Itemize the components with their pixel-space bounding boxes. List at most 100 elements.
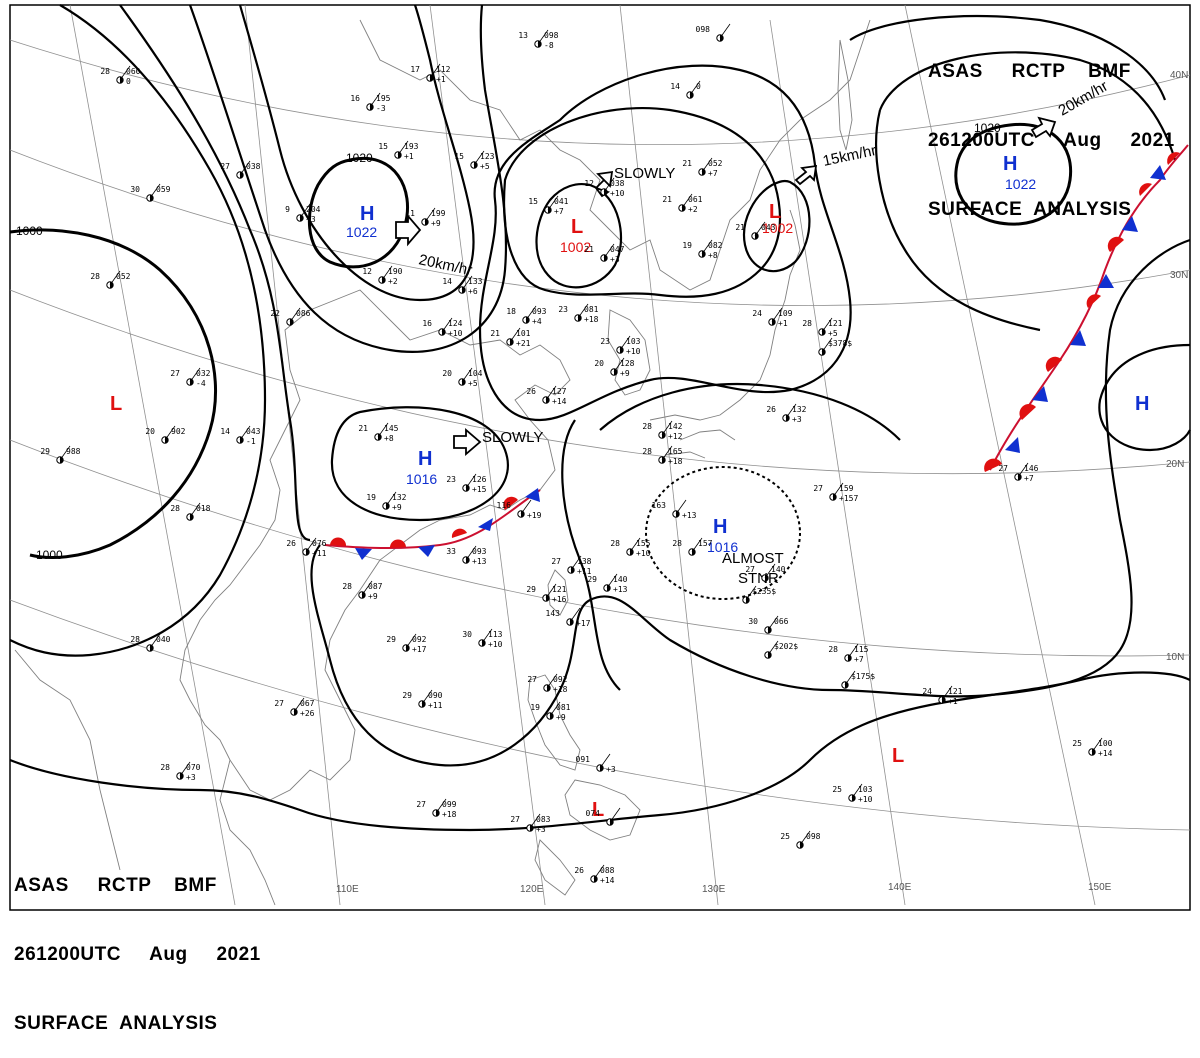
parallel-10n [9, 439, 1191, 657]
chart-header-bottom-left: ASAS RCTP BMF 261200UTC Aug 2021 SURFACE… [14, 828, 261, 1058]
station-pressure: 159 [839, 484, 854, 493]
front-line [324, 489, 541, 550]
station-pressure-tendency: +7 [854, 655, 864, 664]
station-pressure-tendency: +14 [552, 397, 567, 406]
station-plot: 27 038 [220, 160, 261, 179]
wind-barb [701, 157, 713, 173]
wind-barb [767, 615, 779, 631]
station-pressure: 047 [610, 245, 625, 254]
station-plot: 27 159+157 [813, 482, 858, 503]
station-temperature: 26 [766, 405, 776, 414]
station-plot: 27 032-4 [170, 367, 211, 388]
wind-barb [847, 643, 859, 659]
station-pressure-tendency: +7 [554, 207, 564, 216]
station-pressure: 070 [186, 763, 201, 772]
station-plot: 28 052 [90, 270, 131, 289]
wind-barb [149, 183, 161, 199]
station-plot: 26 088+14 [574, 864, 615, 885]
meridian-140e [769, 19, 906, 906]
station-temperature: 30 [462, 630, 472, 639]
low-yellow-sea-value: 1002 [560, 239, 591, 255]
wind-barb [465, 473, 477, 489]
meridian-100e [69, 4, 236, 906]
parallel-20n [9, 289, 1191, 475]
isobar-high-north-china-1020 [307, 157, 410, 269]
station-pressure: 199 [431, 209, 446, 218]
station-pressure-tendency: +11 [577, 567, 592, 576]
station-pressure-tendency: +21 [516, 339, 531, 348]
wind-barb [771, 307, 783, 323]
isobar-pacific-loop [878, 51, 1177, 161]
wind-barb [799, 830, 811, 846]
station-pressure: 092 [412, 635, 427, 644]
station-temperature: 30 [130, 185, 140, 194]
header-line-1: ASAS RCTP BMF [928, 61, 1131, 82]
station-plot: 29 092+17 [386, 633, 427, 654]
wind-barb [675, 499, 687, 515]
station-temperature: 163 [652, 501, 667, 510]
wind-barb [299, 203, 311, 219]
high-philippine-sea-value: 1016 [707, 539, 738, 555]
station-temperature: 28 [802, 319, 812, 328]
isobar-high-pacific-north-1020 [954, 122, 1073, 226]
wind-barb [577, 303, 589, 319]
station-plot: 074 [586, 807, 621, 826]
station-plot: 28 121+5 [802, 317, 843, 338]
station-pressure-tendency: +3 [186, 773, 196, 782]
station-plot: 163 +13 [652, 499, 697, 520]
header-line-2: 261200UTC Aug 2021 [14, 944, 261, 965]
wind-barb [529, 813, 541, 829]
station-temperature: 28 [90, 272, 100, 281]
station-pressure-tendency: +13 [613, 585, 628, 594]
station-pressure: 052 [708, 159, 723, 168]
wind-barb [754, 221, 766, 237]
lon-label-150e: 150E [1088, 882, 1112, 893]
coastlines [14, 19, 871, 906]
wind-barb [421, 689, 433, 705]
isobar-label-1020-pacific: 1020 [974, 121, 1001, 135]
station-temperature: 28 [642, 447, 652, 456]
station-pressure-tendency: +6 [468, 287, 478, 296]
lat-label-20n: 20N [1166, 459, 1184, 470]
station-pressure-tendency: +5 [480, 162, 490, 171]
wind-barb [305, 537, 317, 553]
station-temperature: 23 [558, 305, 568, 314]
station-pressure-tendency: +18 [584, 315, 599, 324]
wind-barb [593, 864, 605, 880]
front-warm-semicircles [330, 496, 518, 548]
isobar-labels: 1000 1020 1000 1020 [16, 121, 1001, 562]
station-plot: 14 133+6 [442, 275, 483, 296]
station-temperature: 28 [642, 422, 652, 431]
station-temperature: 22 [270, 309, 280, 318]
isobar-1000-west [9, 228, 217, 560]
station-temperature: 25 [780, 832, 790, 841]
station-plot: 12 190+2 [362, 265, 403, 286]
wind-barb [473, 150, 485, 166]
station-temperature: 11 [405, 209, 415, 218]
station-plot: 23 126+15 [446, 473, 487, 494]
wind-barb [377, 422, 389, 438]
station-pressure: 059 [156, 185, 171, 194]
station-pressure-tendency: +2 [688, 205, 698, 214]
station-pressure: 041 [554, 197, 569, 206]
station-plot: 27 092+18 [527, 673, 568, 694]
isobars [9, 4, 1191, 832]
wind-barb [546, 673, 558, 689]
isobar-label-1000-south: 1000 [36, 548, 63, 562]
isobar-ring-west-outer [9, 4, 267, 657]
station-pressure: 101 [516, 329, 531, 338]
pressure-systems: H 1022 L 1002 L 1002 H 1022 L H 1016 H 1… [110, 153, 1149, 821]
station-temperature: 21 [682, 159, 692, 168]
station-temperature: 29 [386, 635, 396, 644]
wind-barb [537, 29, 549, 45]
low-philippines-symbol: L [592, 799, 604, 821]
station-temperature: 27 [551, 557, 561, 566]
arrow-high-north-china [395, 213, 422, 247]
station-pressure: 038 [246, 162, 261, 171]
station-plot: 13 098-8 [518, 29, 559, 50]
station-plot: 29 140+13 [587, 573, 628, 594]
station-plot: 14 0 [670, 80, 701, 99]
station-pressure: 0 [696, 82, 701, 91]
station-pressure: 121 [552, 585, 567, 594]
station-pressure: 082 [708, 241, 723, 250]
